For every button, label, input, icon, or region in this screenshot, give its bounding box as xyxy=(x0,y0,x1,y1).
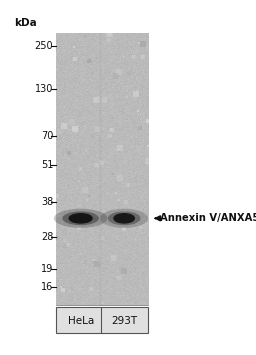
Text: 51: 51 xyxy=(41,160,53,170)
Text: 293T: 293T xyxy=(111,316,137,326)
Ellipse shape xyxy=(54,209,108,228)
Text: 70: 70 xyxy=(41,131,53,141)
Bar xyxy=(56,307,148,333)
Ellipse shape xyxy=(108,211,141,225)
Text: 38: 38 xyxy=(41,197,53,207)
Text: 130: 130 xyxy=(35,84,53,94)
Text: kDa: kDa xyxy=(14,18,37,28)
Bar xyxy=(56,34,148,305)
Text: 16: 16 xyxy=(41,282,53,292)
Text: HeLa: HeLa xyxy=(68,316,94,326)
Text: 250: 250 xyxy=(35,41,53,51)
Ellipse shape xyxy=(100,209,148,228)
Ellipse shape xyxy=(113,213,135,224)
Text: 19: 19 xyxy=(41,264,53,274)
Ellipse shape xyxy=(69,213,93,224)
Ellipse shape xyxy=(62,211,99,225)
Text: 28: 28 xyxy=(41,232,53,242)
Text: Annexin V/ANXA5: Annexin V/ANXA5 xyxy=(160,213,256,223)
